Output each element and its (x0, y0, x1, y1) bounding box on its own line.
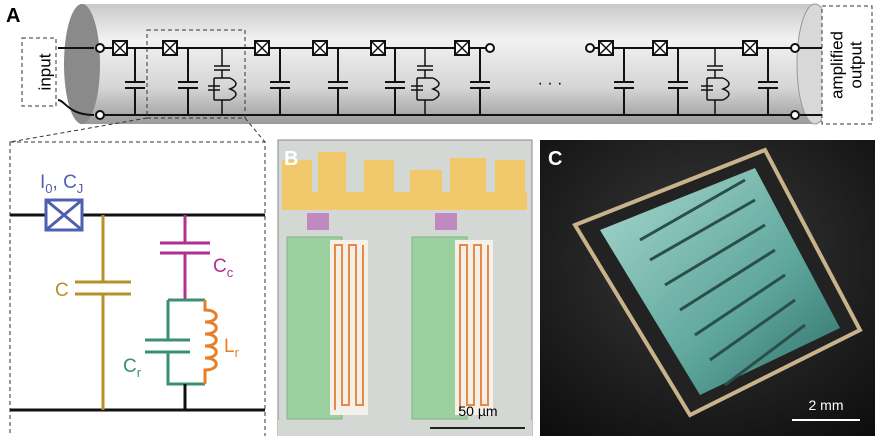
shape (318, 152, 346, 196)
panel-label: A (6, 5, 20, 27)
panel-label: B (284, 148, 298, 170)
c-label: C (55, 280, 69, 301)
cylinder-end (64, 4, 100, 124)
cylinder (80, 4, 815, 124)
panel-c: 2 mm C (540, 140, 875, 436)
bias-label: I0, CJ (40, 172, 83, 196)
shape (791, 111, 799, 119)
shape (486, 44, 494, 52)
panel-a: A input amplified output · · · (6, 4, 872, 142)
cc-label: Cc (213, 256, 234, 280)
inset: I0, CJ C Cc Cr Lr (10, 142, 265, 436)
shape (282, 192, 527, 210)
shape (586, 44, 594, 52)
text: L (224, 336, 235, 357)
panel-b: 50 µm B (278, 140, 532, 436)
text: C (213, 256, 227, 277)
sub: J (77, 181, 84, 196)
panel-label: C (548, 148, 562, 170)
sub: c (227, 265, 234, 280)
lr-label: Lr (224, 336, 240, 360)
sub: r (235, 345, 240, 360)
ellipsis: · · · (538, 75, 563, 92)
figure: A input amplified output · · · I0, CJ C … (0, 0, 875, 436)
shape (791, 44, 799, 52)
output-label: output (846, 41, 865, 89)
text: , C (53, 172, 77, 193)
output-label: amplified (827, 31, 846, 99)
shape (96, 111, 104, 119)
shape (96, 44, 104, 52)
sub: r (137, 365, 142, 380)
text: C (123, 356, 137, 377)
sub: 0 (45, 181, 52, 196)
scale-label: 50 µm (458, 403, 497, 419)
input-label: input (35, 53, 54, 90)
shape (495, 160, 525, 196)
shape (364, 160, 394, 196)
scale-label: 2 mm (809, 397, 844, 413)
cr-label: Cr (123, 356, 142, 380)
